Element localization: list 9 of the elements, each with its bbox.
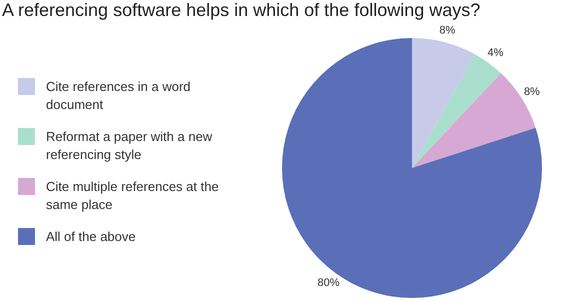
legend-label: Cite references in a word document	[46, 78, 192, 114]
data-label: 8%	[524, 86, 540, 98]
legend-label: Cite multiple references at the same place	[46, 178, 220, 214]
data-label: 80%	[318, 276, 340, 289]
data-label: 8%	[439, 24, 456, 36]
legend-label: All of the above	[46, 228, 136, 246]
chart-title: A referencing software helps in which of the following ways?	[2, 0, 480, 21]
data-label: 4%	[488, 47, 504, 60]
legend-label: Reformat a paper with a new referencing style	[46, 128, 214, 164]
